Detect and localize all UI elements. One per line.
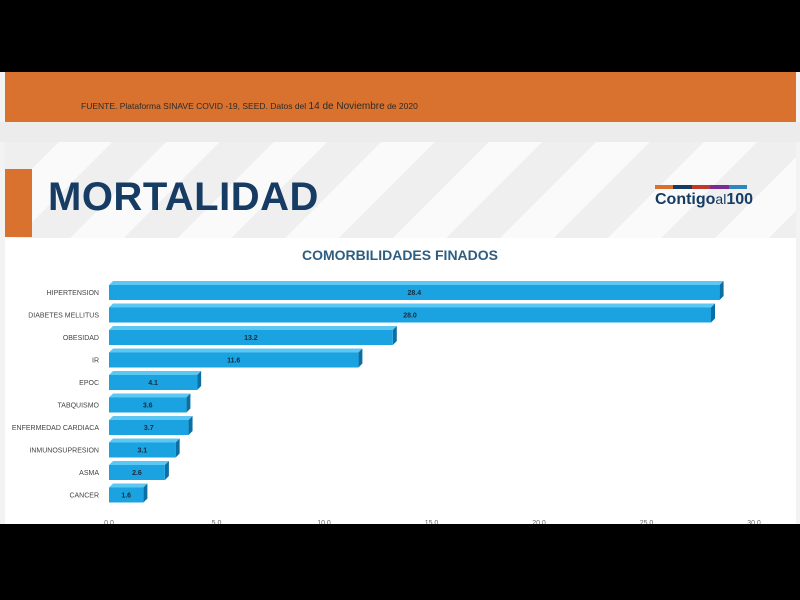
bar-top-face [109,303,715,308]
category-label: ASMA [79,470,99,477]
x-tick-label: 5.0 [212,520,222,524]
bar-side-face [143,483,148,503]
bar-side-face [392,326,397,345]
category-label: INMUNOSUPRESION [29,448,99,455]
category-label: DIABETES MELLITUS [28,313,99,320]
source-banner: FUENTE. Plataforma SINAVE COVID -19, SEE… [5,72,796,122]
bar [109,330,393,345]
category-label: CANCER [69,493,99,500]
data-label: 13.2 [244,335,258,342]
source-date: 14 de Noviembre [308,101,385,112]
logo-num: 100 [726,191,754,208]
bar-top-face [109,416,193,420]
contigo-al-100-logo: Contigoal100 [655,185,754,221]
bar [109,420,189,435]
bar-side-face [188,416,193,435]
bar-side-face [175,438,180,458]
data-label: 28.0 [403,313,417,320]
bar [109,285,720,300]
bar-side-face [719,281,724,300]
x-tick-label: 20.0 [532,520,546,524]
data-label: 1.6 [121,493,131,500]
section-header [5,142,796,238]
bar [109,352,359,368]
bar-side-face [358,348,363,368]
slide: FUENTE. Plataforma SINAVE COVID -19, SEE… [0,72,800,524]
x-tick-label: 25.0 [640,520,654,524]
bar-top-face [109,371,202,375]
category-label: OBESIDAD [63,335,99,342]
source-prefix: FUENTE. Plataforma SINAVE COVID -19, SEE… [81,101,307,111]
data-label: 4.1 [148,380,158,387]
bar-side-face [164,461,169,480]
bar-top-face [109,393,191,398]
data-label: 28.4 [407,290,421,297]
data-label: 3.6 [143,403,153,410]
category-label: IR [92,358,99,365]
category-label: TABQUISMO [58,403,100,410]
bar-top-face [109,461,169,465]
x-tick-label: 10.0 [317,520,331,524]
bar-side-face [197,371,202,390]
bar-top-face [109,326,397,330]
divider [0,122,800,142]
data-label: 3.1 [137,448,147,455]
bar [109,487,144,503]
x-tick-label: 30.0 [747,520,761,524]
bar [109,307,711,323]
bar [109,375,198,390]
data-label: 3.7 [144,425,154,432]
logo-al: al [715,191,727,207]
x-tick-label: 15.0 [425,520,439,524]
bar [109,397,187,413]
chart-title: COMORBILIDADES FINADOS [302,247,498,263]
page-title: MORTALIDAD [48,175,319,219]
accent-block [5,169,32,237]
logo-main: Contigo [655,191,716,208]
x-tick-label: 0.0 [104,520,114,524]
bar-side-face [186,393,191,413]
logo-color-bars [655,185,748,189]
bar-side-face [711,303,715,323]
bar [109,465,165,480]
bar-top-face [109,348,363,353]
source-suffix: de 2020 [387,101,418,111]
bar [109,442,176,458]
source-note: FUENTE. Plataforma SINAVE COVID -19, SEE… [81,101,418,112]
bar-top-face [109,281,724,285]
category-label: HIPERTENSION [47,290,99,297]
logo-text: Contigoal100 [655,191,754,209]
category-label: EPOC [79,380,99,387]
data-label: 11.6 [227,358,240,365]
data-label: 2.6 [132,470,142,477]
category-label: ENFERMEDAD CARDIACA [12,425,99,432]
bar-chart: HIPERTENSION 28.4 DIABETES MELLITUS 28.0 OBE… [12,281,761,524]
bar-top-face [109,438,180,443]
bar-top-face [109,483,148,488]
